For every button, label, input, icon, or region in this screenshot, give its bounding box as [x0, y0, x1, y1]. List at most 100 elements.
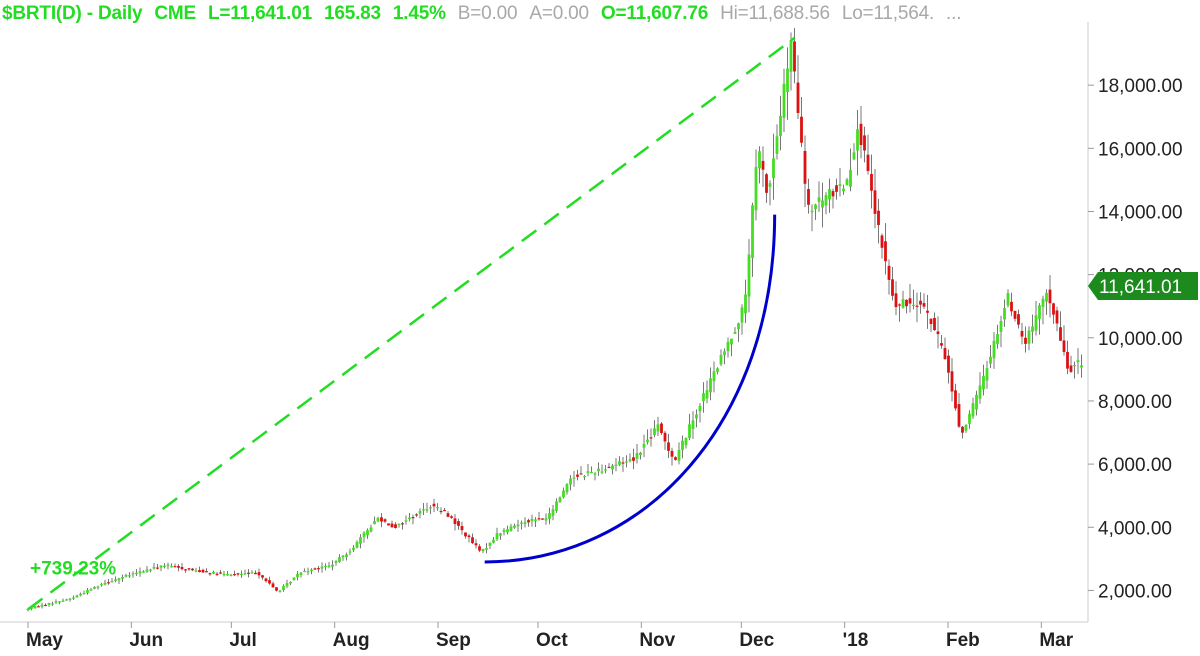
candle-up: [93, 586, 96, 589]
x-axis: May Jun Jul Aug Sep Oct Nov Dec '18 Feb Mar: [26, 622, 1074, 651]
candle-up: [548, 513, 551, 519]
candle-up: [677, 449, 681, 461]
candle-up: [747, 254, 751, 297]
candle-up: [810, 210, 814, 213]
candle-up: [1006, 293, 1010, 306]
candle-down: [866, 154, 870, 171]
candle-down: [527, 520, 530, 523]
candle-down: [457, 521, 460, 526]
candle-up: [558, 497, 562, 503]
candle-down: [208, 573, 212, 575]
candle-down: [1024, 337, 1027, 344]
candle-up: [170, 566, 173, 568]
candle-up: [513, 525, 516, 528]
candle-down: [471, 537, 474, 544]
candle-up: [163, 565, 166, 567]
candle-up: [345, 554, 348, 558]
candle-down: [411, 517, 415, 519]
candle-up: [212, 571, 215, 574]
candle-down: [667, 442, 670, 451]
candle-up: [75, 595, 79, 598]
candle-down: [390, 523, 394, 528]
candle-down: [1052, 303, 1055, 315]
candle-up: [768, 183, 772, 187]
candle-down: [807, 189, 810, 205]
price-change: 165.83: [323, 3, 381, 24]
candle-down: [919, 300, 922, 305]
candle-down: [261, 575, 264, 578]
candle-down: [765, 174, 768, 193]
candle-down: [268, 580, 271, 584]
candle-up: [971, 403, 975, 417]
candle-up: [324, 565, 327, 568]
candle-up: [481, 548, 485, 552]
exchange-label: CME: [154, 3, 196, 24]
candle-down: [835, 185, 838, 192]
candle-down: [898, 304, 901, 306]
candle-up: [135, 572, 138, 575]
candle-up: [555, 501, 558, 511]
candle-up: [243, 573, 247, 575]
candle-up: [688, 424, 691, 439]
candle-down: [670, 450, 674, 457]
high-price: Hi=11,688.56: [720, 3, 830, 24]
y-tick-label: 10,000.00: [1098, 329, 1183, 350]
candle-down: [107, 582, 110, 584]
candle-up: [327, 565, 331, 567]
candle-up: [751, 205, 754, 258]
candle-down: [191, 568, 194, 571]
candle-down: [660, 423, 663, 434]
candle-up: [366, 530, 369, 536]
candle-up: [733, 331, 737, 334]
candle-up: [495, 533, 499, 540]
candle-up: [159, 565, 163, 568]
candle-down: [800, 116, 803, 143]
ask-price: A=0.00: [529, 3, 589, 24]
candle-down: [464, 532, 467, 537]
candle-up: [306, 571, 310, 573]
x-tick-label: Jul: [229, 630, 256, 651]
candle-down: [394, 524, 397, 528]
candle-down: [947, 355, 950, 373]
candle-up: [488, 542, 492, 546]
candle-down: [387, 523, 390, 526]
candle-down: [887, 265, 891, 280]
candle-up: [814, 204, 817, 210]
candle-down: [271, 583, 275, 588]
symbol-label: $BRTI(D) - Daily: [2, 3, 143, 24]
open-price: O=11,607.76: [600, 3, 709, 24]
candle-up: [817, 197, 821, 202]
candle-up: [982, 375, 985, 390]
candle-up: [779, 115, 782, 136]
candle-down: [254, 572, 257, 575]
candle-down: [579, 473, 583, 475]
candle-down: [317, 568, 320, 570]
candle-down: [415, 514, 418, 516]
candle-down: [1062, 340, 1066, 352]
candle-up: [716, 368, 719, 372]
candle-down: [1059, 327, 1062, 341]
candle-up: [1045, 292, 1048, 302]
candle-up: [586, 471, 590, 473]
candle-up: [499, 533, 502, 536]
candle-up: [611, 465, 614, 470]
candle-up: [33, 606, 37, 609]
candle-up: [1034, 315, 1038, 331]
candle-up: [968, 413, 971, 424]
y-tick-label: 16,000.00: [1098, 139, 1183, 160]
candle-down: [796, 82, 800, 113]
x-tick-label: Feb: [946, 630, 980, 651]
candle-up: [551, 509, 555, 516]
candle-up: [222, 573, 226, 576]
candle-up: [828, 189, 831, 200]
candle-down: [219, 572, 222, 574]
candle-up: [82, 593, 86, 595]
candle-up: [229, 574, 233, 576]
candle-up: [362, 532, 366, 538]
candle-up: [194, 570, 198, 572]
candle-up: [128, 575, 131, 577]
candle-up: [737, 323, 740, 330]
x-tick-label: Mar: [1039, 630, 1073, 651]
candle-up: [964, 424, 968, 431]
